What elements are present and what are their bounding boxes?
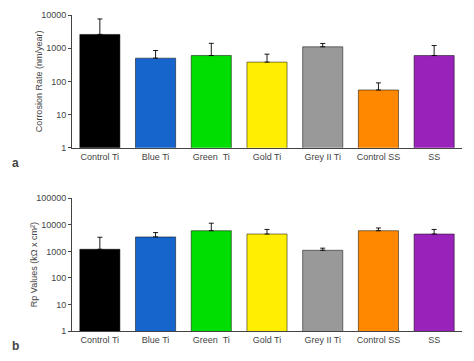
- svg-text:10: 10: [56, 110, 66, 120]
- svg-text:Grey II Ti: Grey II Ti: [304, 335, 341, 345]
- svg-text:Corrosion Rate (nm/year): Corrosion Rate (nm/year): [34, 31, 44, 133]
- svg-text:Rp Values (kΩ x cm²): Rp Values (kΩ x cm²): [29, 222, 39, 307]
- svg-text:a: a: [12, 156, 19, 170]
- svg-text:100000: 100000: [36, 193, 66, 203]
- svg-text:1: 1: [61, 143, 66, 153]
- svg-text:SS: SS: [428, 152, 440, 162]
- svg-text:Green Ti: Green Ti: [193, 335, 230, 345]
- svg-text:b: b: [12, 339, 19, 353]
- svg-text:Control SS: Control SS: [357, 335, 401, 345]
- svg-text:10: 10: [56, 300, 66, 310]
- svg-text:Gold Ti: Gold Ti: [253, 335, 282, 345]
- svg-text:Control SS: Control SS: [357, 152, 401, 162]
- svg-text:100: 100: [51, 273, 66, 283]
- svg-text:Control Ti: Control Ti: [81, 152, 120, 162]
- svg-text:Control Ti: Control Ti: [81, 335, 120, 345]
- svg-text:Blue Ti: Blue Ti: [142, 335, 170, 345]
- svg-text:1: 1: [61, 326, 66, 336]
- svg-text:1000: 1000: [46, 247, 66, 257]
- svg-text:Grey II Ti: Grey II Ti: [304, 152, 341, 162]
- svg-text:10000: 10000: [41, 220, 66, 230]
- svg-text:Green Ti: Green Ti: [193, 152, 230, 162]
- svg-text:SS: SS: [428, 335, 440, 345]
- svg-text:Blue Ti: Blue Ti: [142, 152, 170, 162]
- svg-text:1000: 1000: [46, 43, 66, 53]
- svg-text:10000: 10000: [41, 10, 66, 20]
- svg-text:Gold Ti: Gold Ti: [253, 152, 282, 162]
- svg-text:100: 100: [51, 77, 66, 87]
